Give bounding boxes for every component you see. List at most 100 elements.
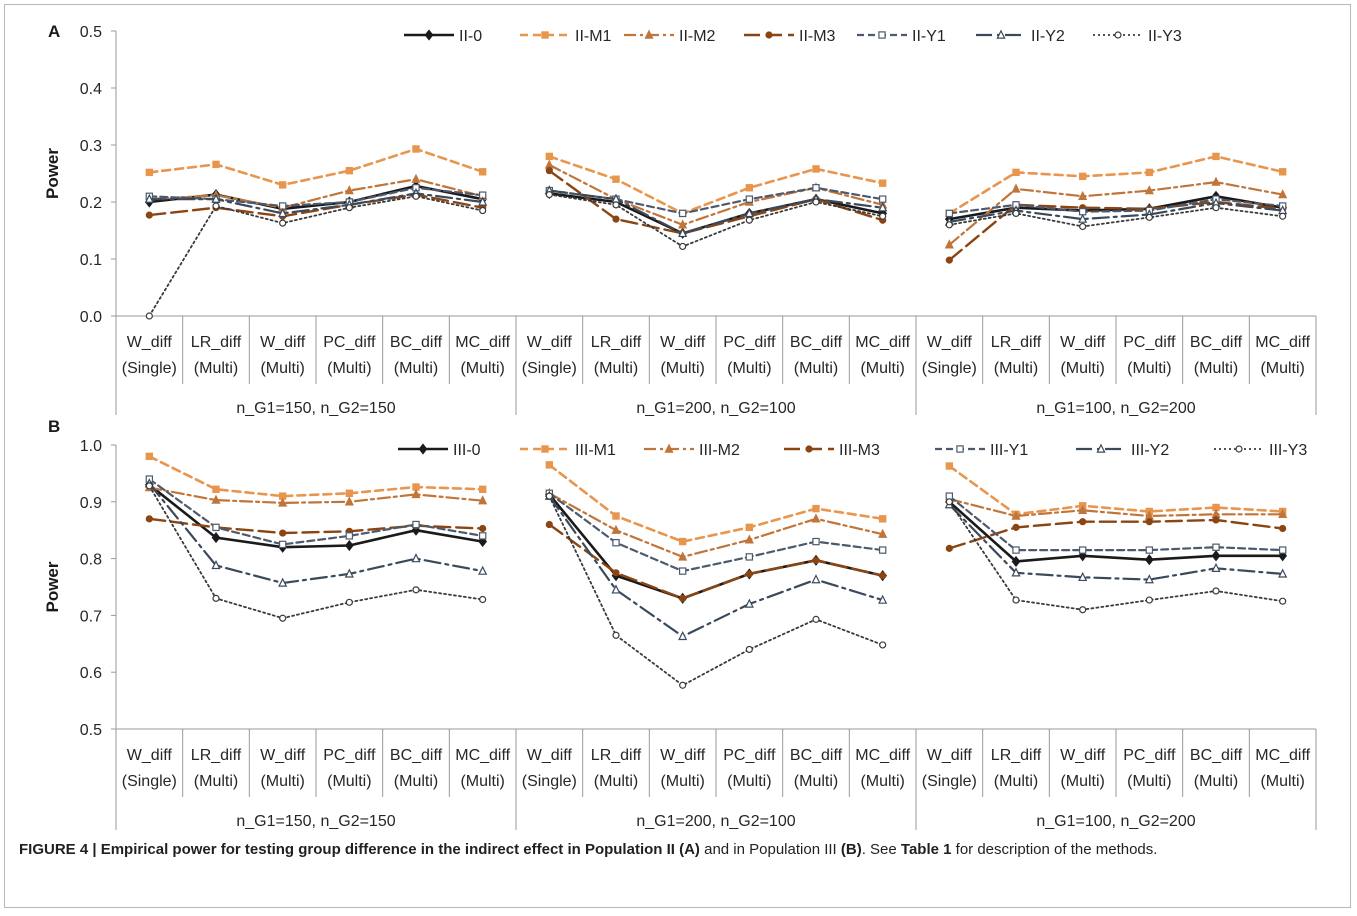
panel-b-y-axis-title: Power <box>43 561 62 612</box>
panel-b-series-iii-y3-line <box>148 484 484 620</box>
panel-a-series-ii-m3-point <box>545 167 553 175</box>
panel-a-x-tick-label: BC_diff <box>1190 334 1243 351</box>
panel-a-series-ii-m2-point <box>678 219 688 229</box>
panel-b-x-tick-label: (Single) <box>522 773 577 790</box>
panel-a-x-tick-label: (Multi) <box>1194 360 1238 377</box>
panel-a-x-tick-label: MC_diff <box>855 334 910 351</box>
panel-b-series-iii-y2-point <box>1278 568 1288 578</box>
panel-b-series-iii-y1-point <box>745 553 754 561</box>
figure-chart: A 0.0 0.1 0.2 0.3 0.4 0.5 Power W_diff (Single) LR… <box>43 22 1317 830</box>
panel-b-series-iii-m2-point <box>878 528 888 538</box>
panel-a-legend-ii-m2-marker <box>644 29 654 39</box>
panel-a-series-ii-y3-point <box>545 190 553 199</box>
panel-b-x-tick-label: BC_diff <box>1190 747 1243 764</box>
panel-b-legend-iii-y3-label: III-Y3 <box>1269 442 1307 459</box>
panel-a-legend-ii-y2-marker <box>996 29 1006 39</box>
panel-a-x-tick-label: (Single) <box>122 360 177 377</box>
panel-b-series-iii-m3-point <box>1079 518 1087 526</box>
panel-a-group-label: n_G1=100, n_G2=200 <box>1036 400 1195 417</box>
panel-a-group-label: n_G1=150, n_G2=150 <box>236 400 395 417</box>
panel-a-legend-ii-m1-label: II-M1 <box>575 28 612 45</box>
panel-b-series-iii-m2-point <box>678 551 688 561</box>
panel-b-series-iii-y2-point <box>611 584 621 594</box>
panel-a-series-ii-m3-line <box>548 169 884 235</box>
panel-a-x-tick-label: MC_diff <box>455 334 510 351</box>
panel-a-series-ii-m2-point <box>344 185 354 195</box>
panel-b-series-iii-m2-line <box>948 497 1284 518</box>
panel-b-series-iii-y1-point <box>1278 546 1287 554</box>
panel-b-y-tick-label: 0.8 <box>80 552 102 569</box>
panel-b-series-iii-m3-point <box>679 594 687 602</box>
panel-a-x-tick-label: BC_diff <box>790 334 843 351</box>
panel-a-legend-ii-m3-marker <box>765 31 773 39</box>
panel-b-series-iii-y3-line <box>948 500 1284 611</box>
panel-b-series-iii-y3-point <box>345 598 353 606</box>
panel-b-group-label: n_G1=100, n_G2=200 <box>1036 813 1195 830</box>
panel-b-series-iii-m2-point <box>278 497 288 507</box>
panel-b-x-tick-label: W_diff <box>660 747 706 764</box>
panel-b-x-tick-label: PC_diff <box>723 747 776 764</box>
panel-a-series-ii-y3-point <box>745 216 753 224</box>
panel-a-series-ii-m1-point <box>1078 172 1087 181</box>
panel-b-series-iii-y2-line <box>148 482 484 585</box>
panel-a-y-tick-label: 0.3 <box>80 138 102 155</box>
panel-a-x-tick-label: PC_diff <box>1123 334 1176 351</box>
panel-b-legend-iii-y2-label: III-Y2 <box>1131 442 1169 459</box>
panel-a-series-ii-m1-line <box>947 155 1284 215</box>
panel-a-series-ii-y1-point <box>745 195 754 203</box>
caption-text-2: . See <box>861 841 901 858</box>
panel-b-y-tick-label: 0.9 <box>80 495 102 512</box>
panel-b-legend-iii-y1-label: III-Y1 <box>990 442 1028 459</box>
panel-b-x-tick-label: W_diff <box>527 747 573 764</box>
panel-b-y-tick-label: 0.6 <box>80 665 102 682</box>
panel-a-x-tick-label: W_diff <box>527 334 573 351</box>
panel-b-series-iii-0-line <box>947 500 1284 563</box>
panel-a-series-ii-y2-point <box>744 207 754 218</box>
panel-b-series-iii-y2-point <box>411 553 421 563</box>
panel-a-y-tick-label: 0.0 <box>80 309 102 326</box>
panel-a-series-ii-y3-point <box>212 202 220 210</box>
panel-a-x-tick-label: (Single) <box>922 360 977 377</box>
panel-b-series-iii-y1-point <box>812 537 820 546</box>
panel-a-x-tick-label: W_diff <box>927 334 973 351</box>
panel-a-series-ii-y3-point <box>279 219 287 227</box>
panel-a-y-tick-label: 0.4 <box>80 81 102 98</box>
panel-b-series-iii-m3-line <box>948 518 1284 550</box>
panel-b-series-iii-y2-point <box>811 574 821 584</box>
panel-a-x-tick-label: (Multi) <box>194 360 238 377</box>
panel-b-x-tick-label: W_diff <box>127 747 173 764</box>
panel-a-series-ii-y3-point <box>1079 222 1087 231</box>
panel-a-series-ii-y2-line <box>148 192 484 215</box>
panel-a-series-ii-m1-point <box>1278 168 1287 176</box>
panel-a-series-ii-m1-point <box>812 165 820 173</box>
panel-a-x-tick-label: (Multi) <box>860 360 904 377</box>
panel-b-series-iii-m2-line <box>148 486 484 504</box>
panel-b-series-iii-m2-point <box>811 513 821 523</box>
panel-b-series-iii-0-point <box>1211 550 1221 562</box>
panel-b-series-iii-m1-point <box>545 461 554 469</box>
panel-a-series-ii-y2-point <box>678 227 688 238</box>
panel-a-series-ii-m2-point <box>1211 176 1221 186</box>
caption-text-1: and in Population III <box>699 841 841 858</box>
panel-a-series-ii-m1-point <box>1012 168 1020 177</box>
panel-b-legend-iii-m3-label: III-M3 <box>839 442 880 459</box>
panel-b-legend-iii-m3-marker <box>805 445 813 453</box>
panel-b-x-tick-label: (Multi) <box>394 773 438 790</box>
panel-b-x-tick-label: (Single) <box>122 773 177 790</box>
panel-b-series-iii-m3-point <box>1145 518 1153 526</box>
panel-b-series-iii-m2-point <box>411 488 421 499</box>
panel-b-series-iii-y2-point <box>278 577 288 587</box>
panel-a-series-ii-m1-line <box>148 147 485 187</box>
panel-a-series-ii-m3-line <box>948 200 1284 262</box>
panel-a-x-tick-label: (Multi) <box>727 360 771 377</box>
panel-a-series-ii-m1-point <box>878 179 887 187</box>
panel-a-series-ii-y3-point <box>479 206 487 215</box>
caption-label: FIGURE 4 | Empirical power for testing g… <box>19 841 700 858</box>
panel-a-series-ii-m1-point <box>212 160 220 169</box>
panel-a-x-tick-label: LR_diff <box>991 334 1042 351</box>
panel-b-series-iii-y1-point <box>878 546 887 554</box>
panel-a-series-ii-y3-line <box>948 206 1284 228</box>
panel-a-series-ii-y3-point <box>679 242 687 251</box>
panel-b-series-iii-m3-point <box>279 529 287 537</box>
panel-b-series-iii-m3-point <box>612 569 620 577</box>
